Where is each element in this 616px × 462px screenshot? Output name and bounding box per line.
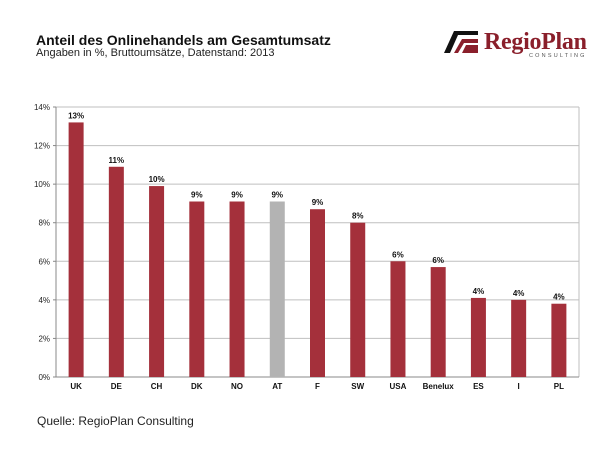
chart-title: Anteil des Onlinehandels am Gesamtumsatz: [36, 32, 331, 48]
y-tick-label: 14%: [34, 103, 50, 112]
category-label: ES: [473, 382, 484, 391]
bar-dk: [189, 201, 205, 377]
y-tick-label: 6%: [38, 257, 50, 266]
category-label: I: [518, 382, 520, 391]
bar-de: [108, 166, 124, 377]
category-label: PL: [554, 382, 564, 391]
category-label: F: [315, 382, 320, 391]
y-tick-label: 12%: [34, 142, 50, 151]
y-tick-label: 8%: [38, 219, 50, 228]
bar-ch: [149, 186, 165, 377]
data-label: 11%: [109, 156, 125, 165]
bar-es: [470, 297, 486, 377]
category-label: UK: [70, 382, 82, 391]
y-tick-label: 10%: [34, 180, 50, 189]
logo-mark-icon: [444, 31, 478, 53]
data-label: 13%: [68, 111, 84, 120]
data-label: 8%: [352, 212, 364, 221]
logo-wordmark: RegioPlan: [484, 29, 587, 55]
data-label: 9%: [191, 191, 203, 200]
category-label: DK: [191, 382, 203, 391]
bar-no: [229, 201, 245, 377]
y-tick-label: 2%: [38, 334, 50, 343]
bar-f: [310, 209, 325, 377]
y-tick-label: 4%: [38, 296, 50, 305]
category-label: NO: [231, 382, 243, 391]
data-label: 9%: [312, 198, 324, 207]
bar-i: [511, 299, 527, 377]
category-label: AT: [272, 382, 282, 391]
category-label: USA: [390, 382, 407, 391]
logo-tagline: CONSULTING: [529, 53, 587, 59]
data-label: 4%: [473, 287, 485, 296]
data-label: 10%: [149, 175, 165, 184]
y-tick-label: 0%: [38, 373, 50, 382]
data-label: 4%: [513, 289, 525, 298]
bar-at: [269, 201, 285, 377]
bar-benelux: [430, 267, 446, 377]
bar-uk: [68, 122, 84, 377]
data-label: 6%: [392, 250, 404, 259]
source-note: Quelle: RegioPlan Consulting: [37, 414, 194, 428]
category-label: DE: [111, 382, 123, 391]
data-label: 4%: [553, 293, 565, 302]
data-label: 9%: [271, 191, 283, 200]
category-label: CH: [151, 382, 163, 391]
bar-pl: [551, 303, 567, 377]
category-label: SW: [351, 382, 364, 391]
category-label: Benelux: [423, 382, 455, 391]
bar-usa: [390, 261, 406, 377]
bar-sw: [350, 222, 366, 377]
data-label: 6%: [432, 256, 444, 265]
regioplan-logo: RegioPlan CONSULTING: [444, 28, 594, 60]
chart-subtitle: Angaben in %, Bruttoumsätze, Datenstand:…: [36, 47, 275, 59]
data-label: 9%: [231, 191, 243, 200]
